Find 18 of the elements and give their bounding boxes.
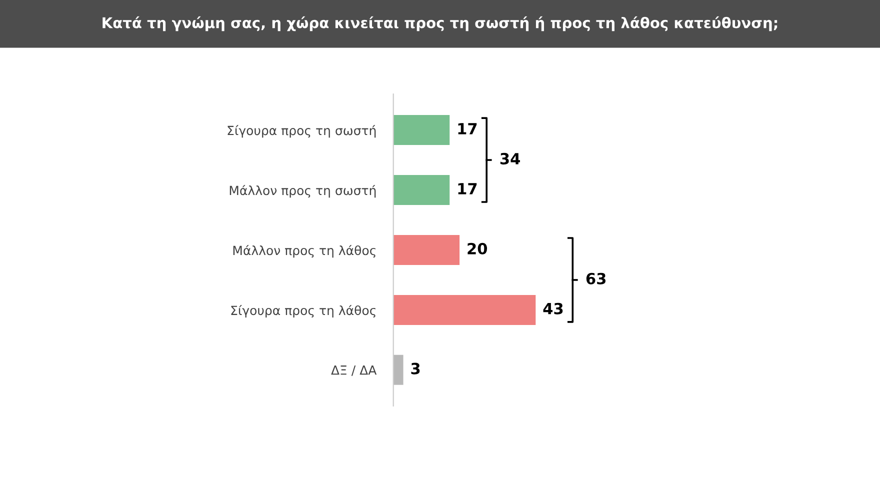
y-tick-label: Μάλλον προς τη σωστή (230, 185, 376, 198)
data-label: 43 (543, 302, 563, 314)
bar (393, 115, 450, 146)
annotation: 34 (500, 152, 520, 164)
text: 63 (586, 272, 606, 284)
data-label: 17 (458, 183, 477, 194)
data-label: 3 (411, 362, 420, 374)
y-tick-label: Σίγουρα προς τη λάθος (231, 304, 376, 318)
bar (393, 354, 404, 385)
data-label: 20 (468, 242, 488, 254)
data-label: 17 (458, 123, 477, 134)
chart-title: Κατά τη γνώμη σας, η χώρα κινείται προς τη σωστή ή προς τη λάθος κατεύθυνση; (102, 16, 778, 32)
bar (393, 175, 450, 205)
y-tick-label: Μάλλον προς τη λάθος (233, 244, 376, 258)
bar (393, 234, 460, 265)
bar (393, 294, 536, 325)
y-tick-label: ΔΞ / ΔΑ (331, 366, 377, 376)
y-tick-label: Σίγουρα προς τη σωστή (228, 125, 376, 138)
